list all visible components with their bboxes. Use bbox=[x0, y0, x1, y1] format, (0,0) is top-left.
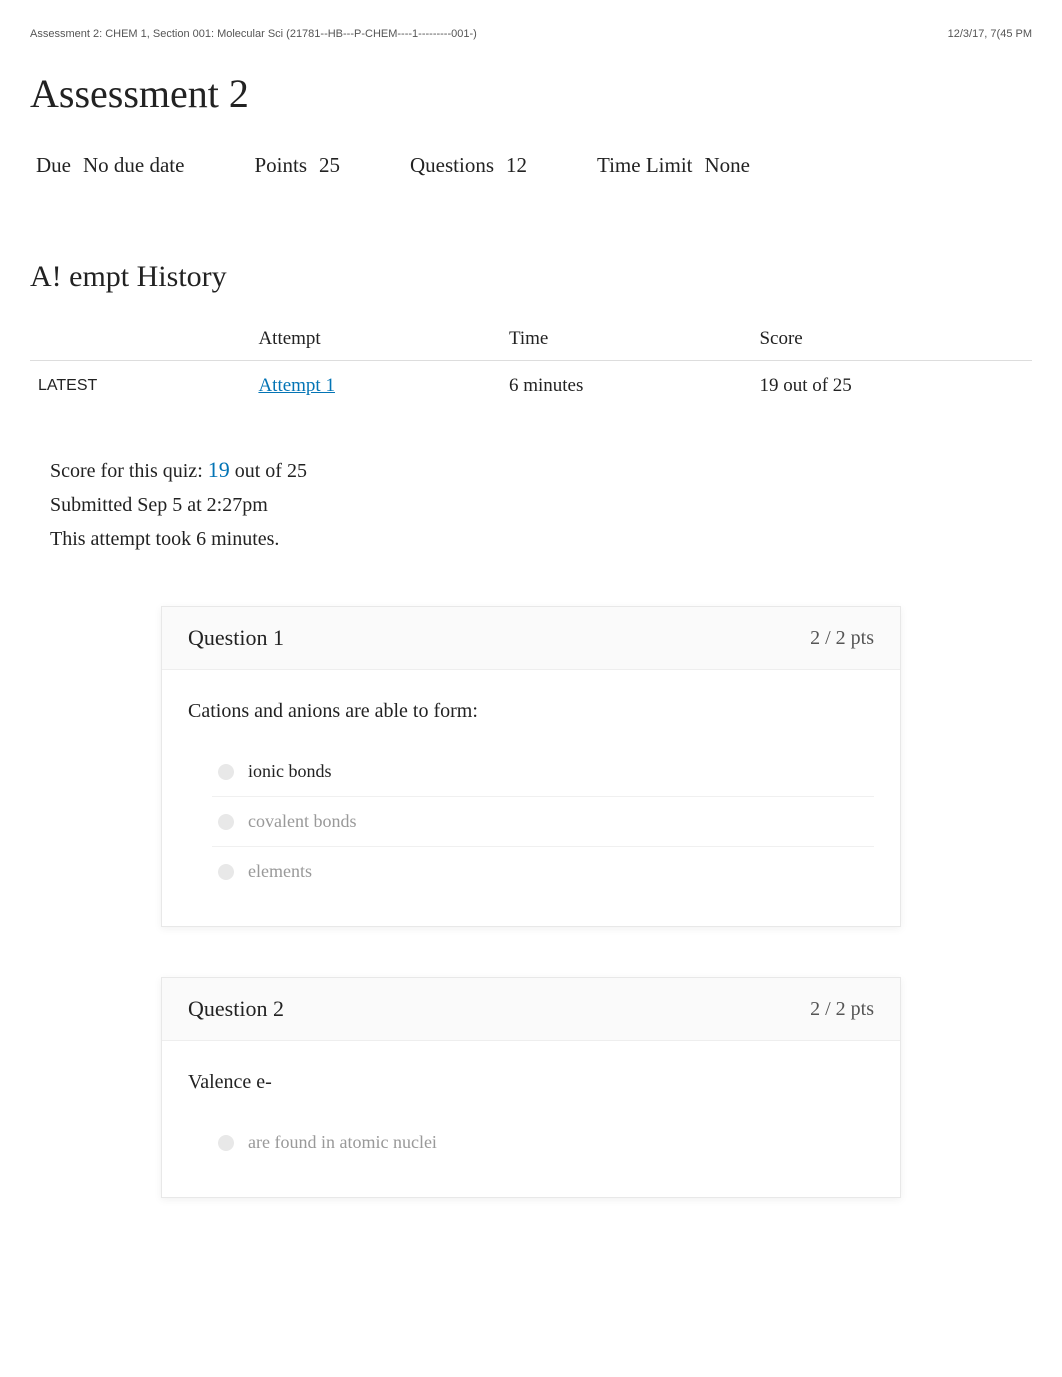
meta-time-limit-label: Time Limit bbox=[597, 153, 693, 178]
answer-text: covalent bonds bbox=[248, 811, 356, 832]
question-header: Question 2 2 / 2 pts bbox=[162, 978, 900, 1041]
score-prefix: Score for this quiz: bbox=[50, 460, 208, 482]
score-suffix: out of 25 bbox=[235, 460, 307, 482]
question-header: Question 1 2 / 2 pts bbox=[162, 607, 900, 670]
attempt-time: 6 minutes bbox=[501, 361, 752, 412]
radio-icon bbox=[218, 1135, 234, 1151]
quiz-meta-bar: Due No due date Points 25 Questions 12 T… bbox=[30, 141, 1032, 190]
answer-list: ionic bonds covalent bonds elements bbox=[162, 733, 900, 926]
duration-line: This attempt took 6 minutes. bbox=[50, 522, 1032, 556]
header-right: 12/3/17, 7(45 PM bbox=[948, 28, 1032, 40]
score-value: 19 bbox=[208, 457, 230, 482]
table-header-row: Attempt Time Score bbox=[30, 318, 1032, 361]
meta-questions-value: 12 bbox=[506, 153, 527, 178]
question-title: Question 1 bbox=[188, 625, 284, 651]
question-prompt: Cations and anions are able to form: bbox=[162, 670, 900, 733]
attempt-status: LATEST bbox=[30, 361, 250, 412]
radio-icon bbox=[218, 864, 234, 880]
submitted-line: Submitted Sep 5 at 2:27pm bbox=[50, 488, 1032, 522]
meta-time-limit: Time Limit None bbox=[597, 153, 750, 178]
col-attempt: Attempt bbox=[250, 318, 501, 361]
question-card: Question 2 2 / 2 pts Valence e- are foun… bbox=[161, 977, 901, 1198]
page-title: Assessment 2 bbox=[30, 70, 1032, 117]
answer-option: elements bbox=[212, 846, 874, 896]
answer-option: ionic bonds bbox=[212, 747, 874, 796]
pdf-page-header: Assessment 2: CHEM 1, Section 001: Molec… bbox=[30, 28, 1032, 40]
answer-text: ionic bonds bbox=[248, 761, 332, 782]
meta-questions-label: Questions bbox=[410, 153, 494, 178]
radio-icon bbox=[218, 764, 234, 780]
answer-text: are found in atomic nuclei bbox=[248, 1132, 437, 1153]
meta-points-value: 25 bbox=[319, 153, 340, 178]
question-points: 2 / 2 pts bbox=[810, 627, 874, 650]
question-points: 2 / 2 pts bbox=[810, 998, 874, 1021]
attempt-link[interactable]: Attempt 1 bbox=[258, 375, 335, 396]
meta-due-value: No due date bbox=[83, 153, 184, 178]
answer-text: elements bbox=[248, 861, 312, 882]
score-summary: Score for this quiz: 19 out of 25 Submit… bbox=[50, 451, 1032, 556]
score-line: Score for this quiz: 19 out of 25 bbox=[50, 451, 1032, 488]
col-score: Score bbox=[751, 318, 1032, 361]
meta-points: Points 25 bbox=[254, 153, 340, 178]
col-time: Time bbox=[501, 318, 752, 361]
answer-list: are found in atomic nuclei bbox=[162, 1104, 900, 1197]
question-title: Question 2 bbox=[188, 996, 284, 1022]
radio-icon bbox=[218, 814, 234, 830]
meta-questions: Questions 12 bbox=[410, 153, 527, 178]
question-prompt: Valence e- bbox=[162, 1041, 900, 1104]
attempt-history-heading: A! empt History bbox=[30, 260, 1032, 294]
question-card: Question 1 2 / 2 pts Cations and anions … bbox=[161, 606, 901, 927]
header-left: Assessment 2: CHEM 1, Section 001: Molec… bbox=[30, 28, 477, 40]
answer-option: covalent bonds bbox=[212, 796, 874, 846]
meta-time-limit-value: None bbox=[705, 153, 751, 178]
attempt-score: 19 out of 25 bbox=[751, 361, 1032, 412]
meta-points-label: Points bbox=[254, 153, 307, 178]
meta-due-label: Due bbox=[36, 153, 71, 178]
answer-option: are found in atomic nuclei bbox=[212, 1118, 874, 1167]
attempt-history-table: Attempt Time Score LATEST Attempt 1 6 mi… bbox=[30, 318, 1032, 411]
meta-due: Due No due date bbox=[36, 153, 184, 178]
col-blank bbox=[30, 318, 250, 361]
table-row: LATEST Attempt 1 6 minutes 19 out of 25 bbox=[30, 361, 1032, 412]
